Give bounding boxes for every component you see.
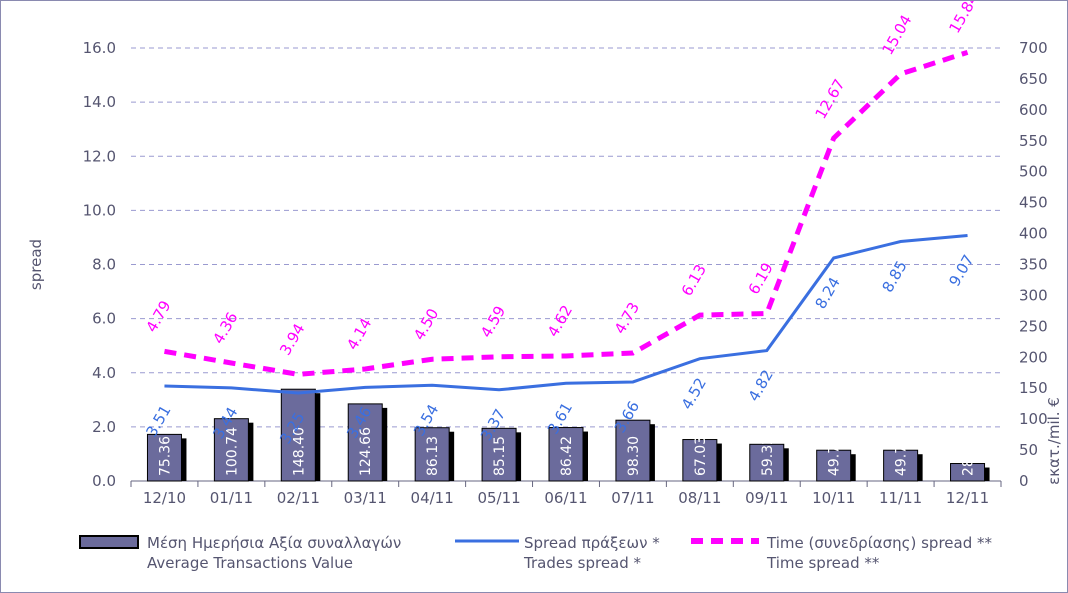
- trades-spread-label: 4.52: [678, 375, 710, 413]
- y-right-tick-label: 100: [1019, 410, 1048, 428]
- x-tick-label: 05/11: [477, 489, 520, 507]
- time-spread-label: 15.04: [878, 12, 915, 58]
- y-left-tick-label: 16.0: [83, 39, 116, 57]
- y-right-tick-label: 550: [1019, 132, 1048, 150]
- bar: [883, 449, 919, 482]
- time-spread-label: 3.94: [276, 320, 308, 358]
- x-tick-label: 03/11: [344, 489, 387, 507]
- bar-data-label: 75.36: [157, 436, 173, 476]
- bar: [816, 449, 852, 482]
- time-spread-label: 6.19: [745, 260, 777, 298]
- time-spread-label: 4.59: [477, 303, 509, 341]
- y-right-tick-label: 0: [1019, 472, 1029, 490]
- y-left-axis-title: spread: [27, 239, 45, 290]
- time-spread-label: 4.79: [142, 297, 174, 335]
- y-right-tick-label: 700: [1019, 39, 1048, 57]
- time-spread-label: 6.13: [678, 261, 710, 299]
- x-tick-label: 10/11: [812, 489, 855, 507]
- bar: [146, 433, 182, 482]
- legend-label-bars-line1: Μέση Ημερήσια Αξία συναλλαγών: [147, 534, 401, 552]
- bar-data-label: 86.42: [559, 436, 575, 476]
- legend-label-trades-line2: Trades spread *: [523, 554, 642, 572]
- x-tick-label: 02/11: [277, 489, 320, 507]
- y-left-tick-label: 4.0: [92, 364, 116, 382]
- y-right-tick-label: 150: [1019, 379, 1048, 397]
- time-spread-label: 4.62: [544, 302, 576, 340]
- bar: [347, 403, 383, 482]
- bar: [615, 419, 651, 482]
- y-left-tick-label: 14.0: [83, 93, 116, 111]
- y-right-tick-label: 650: [1019, 70, 1048, 88]
- y-right-tick-label: 500: [1019, 163, 1048, 181]
- bar-data-label: 124.66: [358, 427, 374, 476]
- legend-label-time-line1: Time (συνεδρίασης) spread **: [766, 534, 992, 552]
- bar-data-label: 148.40: [291, 427, 307, 476]
- bar-data-label: 49.77: [827, 436, 843, 476]
- bar-series: [146, 388, 990, 482]
- y-right-tick-label: 600: [1019, 101, 1048, 119]
- time-spread-label: 4.73: [611, 299, 643, 337]
- x-tick-label: 08/11: [678, 489, 721, 507]
- bar-data-label: 100.74: [224, 427, 240, 476]
- bar: [481, 427, 517, 482]
- y-right-tick-label: 450: [1019, 194, 1048, 212]
- legend-label-bars-line2: Average Transactions Value: [147, 554, 353, 572]
- y-left-tick-label: 12.0: [83, 147, 116, 165]
- y-right-tick-label: 400: [1019, 225, 1048, 243]
- bar-data-label: 85.15: [492, 436, 508, 476]
- y-right-tick-label: 300: [1019, 286, 1048, 304]
- x-tick-label: 01/11: [210, 489, 253, 507]
- line-series: [164, 49, 969, 395]
- y-right-tick-label: 200: [1019, 348, 1048, 366]
- trades-spread-label: 9.07: [945, 252, 977, 290]
- gridlines: [131, 47, 1001, 428]
- trades-spread-label: 8.85: [878, 258, 910, 296]
- y-left-tick-label: 6.0: [92, 310, 116, 328]
- bar-data-label: 67.03: [693, 436, 709, 476]
- time-spread-label: 12.67: [812, 76, 849, 122]
- bar: [950, 463, 986, 482]
- y-left-tick-label: 8.0: [92, 256, 116, 274]
- y-right-tick-label: 250: [1019, 317, 1048, 335]
- x-tick-label: 12/10: [143, 489, 186, 507]
- x-tick-label: 04/11: [411, 489, 454, 507]
- bar: [280, 388, 316, 482]
- axes: 0.0 2.0 4.0 6.0 8.0 10.0 12.0 14.0 16.0 0 50 100 150…: [27, 39, 1063, 507]
- legend: Μέση Ημερήσια Αξία συναλλαγών Average Tra…: [79, 534, 992, 572]
- time-spread-label: 4.36: [209, 309, 241, 347]
- time-spread-label: 15.84: [945, 1, 982, 36]
- legend-swatch-bars: [79, 535, 139, 549]
- y-left-tick-label: 2.0: [92, 418, 116, 436]
- y-right-tick-label: 350: [1019, 256, 1048, 274]
- bar-data-label: 59.32: [760, 436, 776, 476]
- legend-label-time-line2: Time spread **: [766, 554, 880, 572]
- x-tick-label: 12/11: [946, 489, 989, 507]
- bar: [548, 427, 584, 482]
- legend-label-trades-line1: Spread πράξεων *: [524, 534, 660, 552]
- bar: [213, 418, 249, 482]
- x-tick-label: 09/11: [745, 489, 788, 507]
- y-right-axis-title: εκατ./mil. €: [1045, 397, 1063, 485]
- bar-data-label: 98.30: [626, 436, 642, 476]
- bar: [749, 443, 785, 482]
- bar: [414, 427, 450, 482]
- time-spread-label: 4.50: [410, 305, 442, 343]
- x-tick-label: 11/11: [879, 489, 922, 507]
- bar-data-label: 49.76: [894, 436, 910, 476]
- y-left-tick-label: 10.0: [83, 201, 116, 219]
- time-spread-label: 4.14: [343, 315, 375, 353]
- y-right-tick-label: 50: [1019, 441, 1038, 459]
- bar-data-label: 86.13: [425, 436, 441, 476]
- bar: [682, 439, 718, 482]
- bar-data-label: 28.26: [961, 436, 977, 476]
- data-labels: 75.36 100.74 148.40 124.66 86.13 85.15 86.42 98…: [142, 1, 982, 476]
- x-tick-label: 07/11: [611, 489, 654, 507]
- y-left-tick-label: 0.0: [92, 472, 116, 490]
- x-tick-label: 06/11: [544, 489, 587, 507]
